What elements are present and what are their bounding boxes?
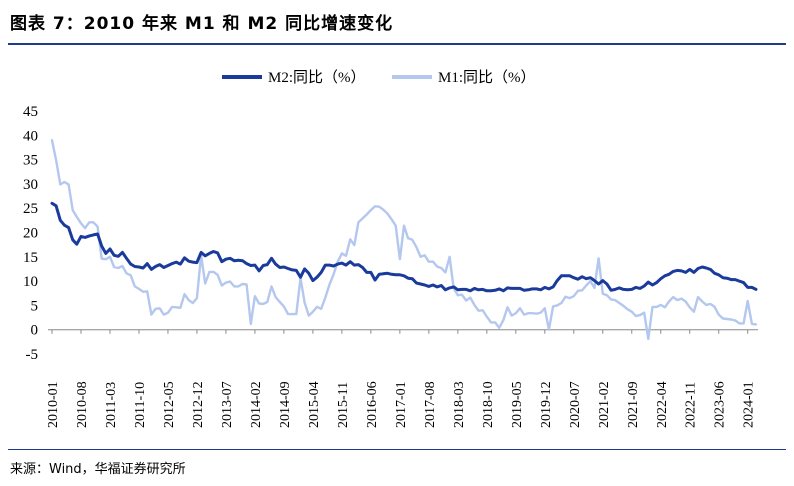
legend-item-m1: M1:同比（%） <box>392 66 536 87</box>
legend-item-m2: M2:同比（%） <box>222 66 366 87</box>
y-tick-label: 20 <box>23 226 38 242</box>
y-tick-label: -5 <box>26 347 39 363</box>
x-tick-label: 2011-03 <box>104 382 119 428</box>
series-line-m2 <box>50 201 758 293</box>
y-tick-label: 40 <box>23 128 38 144</box>
x-tick-label: 2013-07 <box>220 381 235 428</box>
x-tick-label: 2012-05 <box>162 381 177 428</box>
y-tick-label: 15 <box>23 250 38 266</box>
source-note: 来源：Wind，华福证券研究所 <box>10 462 186 477</box>
x-tick-label: 2018-10 <box>481 381 496 428</box>
x-tick-label: 2014-09 <box>278 381 293 428</box>
figure-title: 图表 7：2010 年来 M1 和 M2 同比增速变化 <box>10 14 394 34</box>
x-tick-label: 2022-04 <box>655 381 670 428</box>
y-tick-label: 30 <box>23 177 38 193</box>
legend-swatch-m1 <box>392 74 432 79</box>
x-tick-label: 2012-12 <box>191 381 206 428</box>
y-tick-label: 0 <box>31 323 39 339</box>
x-tick-label: 2010-08 <box>75 381 90 428</box>
legend-label-m2: M2:同比（%） <box>268 70 366 86</box>
y-tick-label: 10 <box>23 274 38 290</box>
series-line-m1 <box>50 139 758 341</box>
x-tick-label: 2019-05 <box>510 381 525 428</box>
y-tick-label: 35 <box>23 153 38 169</box>
x-tick-label: 2015-11 <box>336 382 351 428</box>
x-tick-label: 2021-02 <box>597 381 612 428</box>
title-rule <box>8 43 786 45</box>
legend-label-m1: M1:同比（%） <box>438 70 536 86</box>
x-tick-label: 2016-06 <box>365 381 380 428</box>
y-tick-label: 25 <box>23 201 38 217</box>
x-tick-label: 2017-08 <box>423 381 438 428</box>
x-tick-label: 2017-01 <box>394 381 409 428</box>
x-tick-label: 2019-12 <box>539 381 554 428</box>
x-tick-label: 2021-09 <box>626 381 641 428</box>
x-tick-label: 2011-10 <box>133 382 148 428</box>
x-tick-label: 2020-07 <box>568 381 583 428</box>
legend-swatch-m2 <box>222 74 262 79</box>
x-tick-label: 2014-02 <box>249 381 264 428</box>
x-tick-label: 2023-06 <box>713 381 728 428</box>
x-tick-label: 2024-01 <box>742 381 757 428</box>
line-chart: -5 0 5 10 15 20 25 30 35 40 45 2010-01 2010-08 2011-0… <box>23 104 758 428</box>
x-tick-label: 2018-03 <box>452 381 467 428</box>
x-tick-label: 2015-04 <box>307 381 322 428</box>
y-tick-label: 5 <box>31 298 39 314</box>
x-tick-label: 2022-11 <box>684 382 699 428</box>
title-bar: 图表 7：2010 年来 M1 和 M2 同比增速变化 <box>0 0 794 43</box>
x-tick-label: 2010-01 <box>46 381 61 428</box>
y-tick-label: 45 <box>23 104 38 120</box>
source-rule <box>8 449 786 450</box>
